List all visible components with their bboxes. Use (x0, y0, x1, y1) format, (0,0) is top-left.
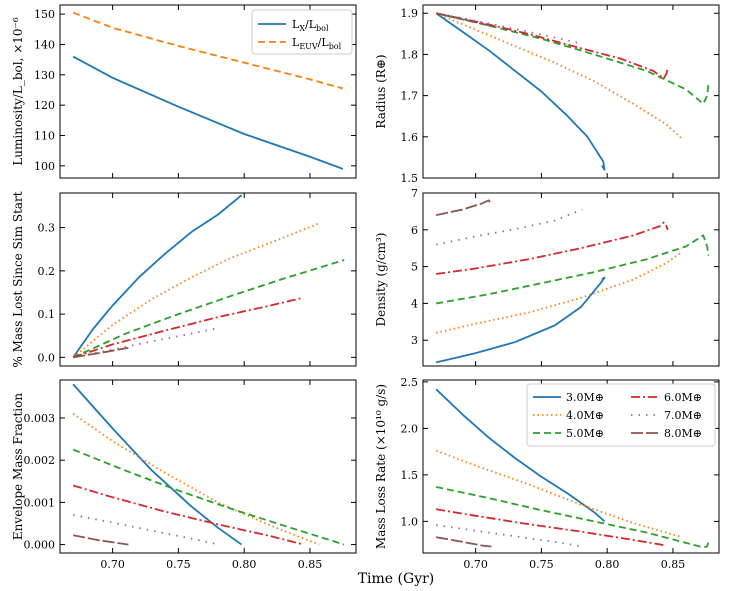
series-line-5-0me (72, 448, 345, 546)
series-line-4-0me (72, 413, 320, 546)
series-line-6-0me (436, 508, 667, 547)
y-tick-label: 110 (34, 130, 55, 143)
legend-label: 5.0M⊕ (566, 427, 604, 440)
y-tick-label: 140 (34, 38, 55, 51)
y-axis-label: % Mass Lost Since Sim Start (11, 191, 25, 367)
panel-radius: 1.5 1.6 1.7 1.8 1.9 Radius (R⊕) (374, 4, 720, 185)
axes-frame (59, 4, 357, 179)
series-line-8-0me (72, 534, 129, 546)
x-tick-label: 0.80 (595, 558, 620, 571)
y-tick-label: 0.003 (24, 412, 56, 425)
panel-mass_loss_rate: 0.70 0.75 0.80 0.85 1.0 1.5 2.0 2.5 Mass Loss Ra… (374, 376, 720, 571)
y-tick-label: 4 (411, 297, 418, 310)
y-tick-label: 1.5 (401, 469, 419, 482)
series-line-3-0me (435, 388, 606, 523)
y-tick-label: 0.1 (38, 308, 56, 321)
series-line-3-0me (435, 12, 606, 171)
y-tick-label: 0.000 (24, 539, 56, 552)
y-axis-label: Luminosity/L_bol, ×10⁻⁶ (11, 17, 25, 166)
axes-frame (422, 4, 720, 179)
axes-frame (59, 192, 357, 367)
series-line-l1 (72, 11, 344, 90)
legend-box (526, 383, 716, 447)
series-line-6-0me (436, 221, 669, 275)
panel-luminosity: 100 110 120 130 140 150 Luminosity/L_bol, ×10⁻… (11, 4, 357, 179)
y-tick-label: 1.5 (401, 172, 419, 185)
panel-density: 3 4 5 6 7 Density (g/cm³) (374, 187, 720, 367)
series-line-8-0me (435, 12, 492, 27)
panel-envelope: 0.70 0.75 0.80 0.85 0.000 0.001 0.002 0.003Enve… (11, 379, 357, 571)
legend-label: 7.0M⊕ (664, 409, 702, 422)
x-tick-label: 0.80 (232, 558, 257, 571)
legend-label: LX/Lbol (292, 18, 329, 33)
y-tick-label: 5 (411, 261, 418, 274)
y-tick-label: 3 (411, 334, 418, 347)
legend-label: 8.0M⊕ (664, 427, 702, 440)
y-tick-label: 0.2 (38, 265, 56, 278)
series-line-4-0me (435, 12, 683, 140)
series-line-5-0me (72, 259, 345, 359)
y-tick-label: 130 (34, 69, 55, 82)
x-tick-label: 0.70 (463, 558, 488, 571)
y-tick-label: 1.0 (401, 515, 419, 528)
x-tick-label: 0.70 (100, 558, 125, 571)
axes-frame (422, 379, 720, 554)
y-tick-label: 120 (34, 99, 55, 112)
series-line-l0 (72, 55, 344, 170)
y-tick-label: 2.5 (401, 376, 419, 389)
y-tick-label: 0.0 (38, 351, 56, 364)
series-line-8-0me (436, 536, 492, 548)
y-axis-label: Density (g/cm³) (374, 233, 388, 327)
x-tick-label: 0.75 (529, 558, 554, 571)
y-tick-label: 1.7 (401, 90, 419, 103)
series-line-6-0me (72, 296, 304, 359)
y-tick-label: 1.6 (401, 131, 419, 144)
y-tick-label: 150 (34, 8, 55, 21)
series-line-4-0me (435, 449, 683, 539)
series-line-7-0me (436, 524, 583, 548)
series-line-8-0me (435, 199, 493, 216)
axes-frame (59, 379, 357, 554)
y-tick-label: 1.9 (401, 7, 419, 20)
panel-mass_lost: 0.0 0.1 0.2 0.3 % Mass Lost Since Sim Start (11, 191, 357, 368)
y-tick-label: 0.3 (38, 222, 56, 235)
series-line-6-0me (435, 12, 669, 80)
y-tick-label: 0.001 (24, 496, 56, 509)
y-axis-label: Radius (R⊕) (374, 54, 388, 128)
series-line-3-0me (435, 276, 606, 364)
series-line-6-0me (72, 484, 304, 546)
y-tick-label: 0.002 (24, 454, 56, 467)
y-axis-label: Mass Loss Rate (×10¹⁰ g/s) (374, 384, 388, 549)
series-line-4-0me (72, 222, 320, 359)
series-line-5-0me (435, 12, 710, 105)
axes-frame (422, 192, 720, 367)
x-tick-label: 0.85 (661, 558, 686, 571)
y-tick-label: 6 (411, 224, 418, 237)
legend-label: 4.0M⊕ (566, 409, 604, 422)
y-tick-label: 100 (34, 160, 55, 173)
series-line-3-0me (72, 383, 243, 546)
y-tick-label: 1.8 (401, 48, 419, 61)
legend-label: LEUV/Lbol (292, 36, 342, 51)
legend-label: 6.0M⊕ (664, 391, 702, 404)
series-line-8-0me (73, 346, 129, 359)
series-line-7-0me (435, 208, 583, 246)
legend-label: 3.0M⊕ (566, 391, 604, 404)
y-tick-label: 2.0 (401, 422, 419, 435)
x-axis-label: Time (Gyr) (358, 571, 435, 587)
legend-box (251, 9, 353, 55)
series-line-5-0me (436, 234, 710, 305)
x-tick-label: 0.75 (166, 558, 191, 571)
x-tick-label: 0.85 (298, 558, 323, 571)
y-tick-label: 7 (411, 187, 418, 200)
series-line-4-0me (435, 251, 683, 334)
series-line-5-0me (435, 486, 710, 549)
y-axis-label: Envelope Mass Fraction (11, 393, 25, 540)
series-line-3-0me (72, 194, 243, 358)
